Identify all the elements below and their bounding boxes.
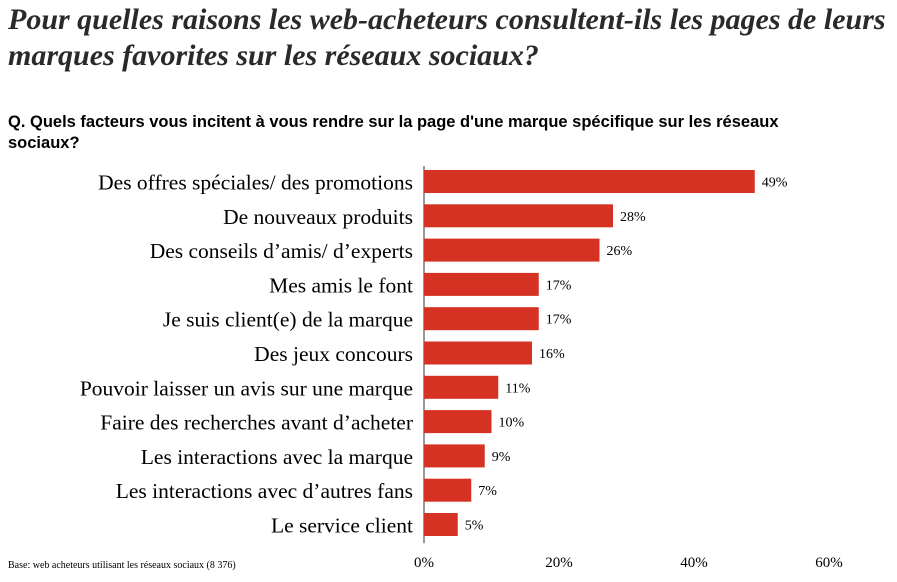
bars-group xyxy=(424,170,755,536)
bar xyxy=(424,238,600,262)
x-tick-label: 40% xyxy=(680,555,708,571)
category-label: Faire des recherches avant d’acheter xyxy=(100,411,413,435)
value-label: 10% xyxy=(499,416,525,431)
bar xyxy=(424,170,755,193)
value-label: 49% xyxy=(762,176,788,191)
category-label: Pouvoir laisser un avis sur une marque xyxy=(80,376,413,400)
value-label: 26% xyxy=(607,244,633,259)
bar xyxy=(424,307,539,331)
category-label: Je suis client(e) de la marque xyxy=(163,308,413,332)
bar xyxy=(424,410,492,434)
value-label: 9% xyxy=(492,450,511,465)
value-label: 16% xyxy=(539,347,565,362)
survey-question: Q. Quels facteurs vous incitent à vous r… xyxy=(8,113,779,152)
x-tick-label: 60% xyxy=(815,555,843,571)
category-label: Des conseils d’amis/ d’experts xyxy=(150,239,413,263)
category-label: Les interactions avec d’autres fans xyxy=(116,479,413,503)
value-label: 7% xyxy=(478,484,497,499)
chart-title: Pour quelles raisons les web-acheteurs c… xyxy=(8,3,886,72)
value-label: 5% xyxy=(465,519,484,534)
bar xyxy=(424,375,499,399)
value-label: 17% xyxy=(546,313,572,328)
bar xyxy=(424,204,613,228)
category-label: Mes amis le font xyxy=(269,273,413,297)
category-label: Des offres spéciales/ des promotions xyxy=(98,171,413,195)
category-label: Des jeux concours xyxy=(254,342,413,366)
value-label: 11% xyxy=(505,381,530,396)
category-label: Le service client xyxy=(271,514,413,538)
value-label: 17% xyxy=(546,278,572,293)
bar xyxy=(424,513,458,536)
value-labels: 49% 28% 26% 17% 17% 16% 11% 10% 9% 7% 5% xyxy=(465,176,788,534)
footnote-base: Base: web acheteurs utilisant les réseau… xyxy=(8,560,236,571)
bar xyxy=(424,444,485,468)
category-label: De nouveaux produits xyxy=(223,205,413,229)
category-label: Les interactions avec la marque xyxy=(141,445,413,469)
x-tick-label: 20% xyxy=(545,555,573,571)
x-tick-labels: 0% 20% 40% 60% xyxy=(414,555,843,571)
bar xyxy=(424,478,472,502)
category-labels: Des offres spéciales/ des promotions De n… xyxy=(80,171,413,538)
bar xyxy=(424,341,532,365)
value-label: 28% xyxy=(620,210,646,225)
bar xyxy=(424,272,539,296)
x-tick-label: 0% xyxy=(414,555,434,571)
